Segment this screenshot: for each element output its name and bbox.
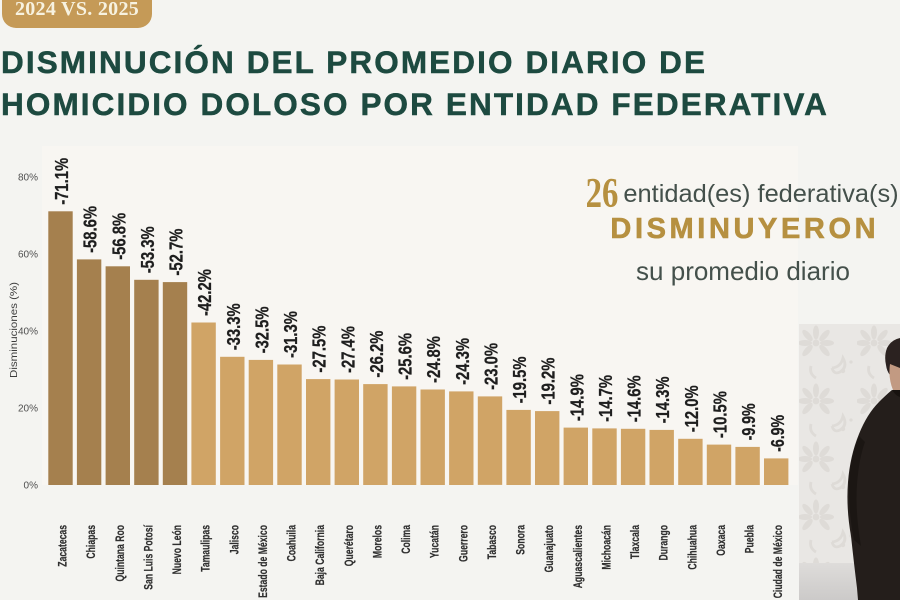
svg-text:Yucatán: Yucatán — [428, 525, 442, 558]
svg-text:60%: 60% — [18, 250, 38, 261]
svg-text:-56.8%: -56.8% — [109, 213, 129, 260]
svg-text:-26.2%: -26.2% — [367, 331, 387, 378]
svg-text:Sonora: Sonora — [514, 525, 528, 555]
svg-text:Disminuciones (%): Disminuciones (%) — [8, 282, 20, 378]
svg-text:Querétaro: Querétaro — [342, 525, 356, 566]
svg-text:-52.7%: -52.7% — [167, 229, 187, 276]
svg-text:Chiapas: Chiapas — [84, 525, 98, 559]
svg-text:Durango: Durango — [657, 525, 671, 561]
svg-text:-58.6%: -58.6% — [81, 206, 101, 253]
svg-text:-71.1%: -71.1% — [52, 158, 72, 205]
svg-text:-53.3%: -53.3% — [138, 226, 158, 273]
svg-text:Michoacán: Michoacán — [600, 525, 614, 570]
svg-text:-42.2%: -42.2% — [195, 269, 215, 316]
svg-text:0%: 0% — [24, 481, 39, 492]
svg-text:Tabasco: Tabasco — [485, 525, 499, 559]
svg-text:Guanajuato: Guanajuato — [542, 525, 556, 572]
svg-text:Estado de México: Estado de México — [256, 525, 270, 598]
svg-text:Tamaulipas: Tamaulipas — [199, 525, 213, 572]
svg-text:-10.5%: -10.5% — [711, 391, 731, 438]
svg-text:80%: 80% — [18, 173, 38, 184]
svg-text:Baja California: Baja California — [313, 525, 327, 586]
svg-text:-14.3%: -14.3% — [653, 376, 673, 423]
svg-text:-27.4%: -27.4% — [338, 326, 358, 373]
svg-text:-24.8%: -24.8% — [424, 336, 444, 383]
svg-text:-19.2%: -19.2% — [539, 358, 559, 405]
svg-text:Colima: Colima — [399, 525, 413, 554]
svg-text:Tlaxcala: Tlaxcala — [628, 525, 642, 559]
svg-text:Ciudad de México: Ciudad de México — [771, 525, 785, 598]
svg-text:-19.5%: -19.5% — [510, 356, 530, 403]
svg-text:Coahuila: Coahuila — [285, 525, 299, 562]
svg-text:Jalisco: Jalisco — [227, 525, 241, 554]
svg-text:Morelos: Morelos — [370, 525, 384, 558]
svg-text:-14.6%: -14.6% — [625, 375, 645, 422]
svg-text:-12.0%: -12.0% — [682, 385, 702, 432]
svg-text:-25.6%: -25.6% — [396, 333, 416, 380]
svg-text:Puebla: Puebla — [743, 525, 757, 554]
svg-text:-24.3%: -24.3% — [453, 338, 473, 385]
svg-text:Nuevo León: Nuevo León — [170, 525, 184, 574]
svg-text:Oaxaca: Oaxaca — [714, 525, 728, 556]
svg-text:Chihuahua: Chihuahua — [685, 525, 699, 570]
svg-text:Zacatecas: Zacatecas — [56, 525, 70, 567]
svg-text:20%: 20% — [18, 404, 38, 415]
svg-text:40%: 40% — [18, 327, 38, 338]
svg-text:-31.3%: -31.3% — [281, 311, 301, 358]
svg-text:Aguascalientes: Aguascalientes — [571, 525, 585, 589]
svg-text:-27.5%: -27.5% — [310, 326, 330, 373]
svg-text:Guerrero: Guerrero — [456, 525, 470, 562]
svg-text:-32.5%: -32.5% — [252, 306, 272, 353]
svg-text:-14.9%: -14.9% — [567, 374, 587, 421]
svg-text:Quintana Roo: Quintana Roo — [113, 525, 127, 582]
svg-text:-6.9%: -6.9% — [768, 415, 788, 452]
svg-text:San Luis Potosí: San Luis Potosí — [141, 524, 155, 589]
svg-text:-9.9%: -9.9% — [739, 403, 759, 440]
svg-text:-23.0%: -23.0% — [481, 343, 501, 390]
svg-text:-33.3%: -33.3% — [224, 303, 244, 350]
svg-text:-14.7%: -14.7% — [596, 375, 616, 422]
